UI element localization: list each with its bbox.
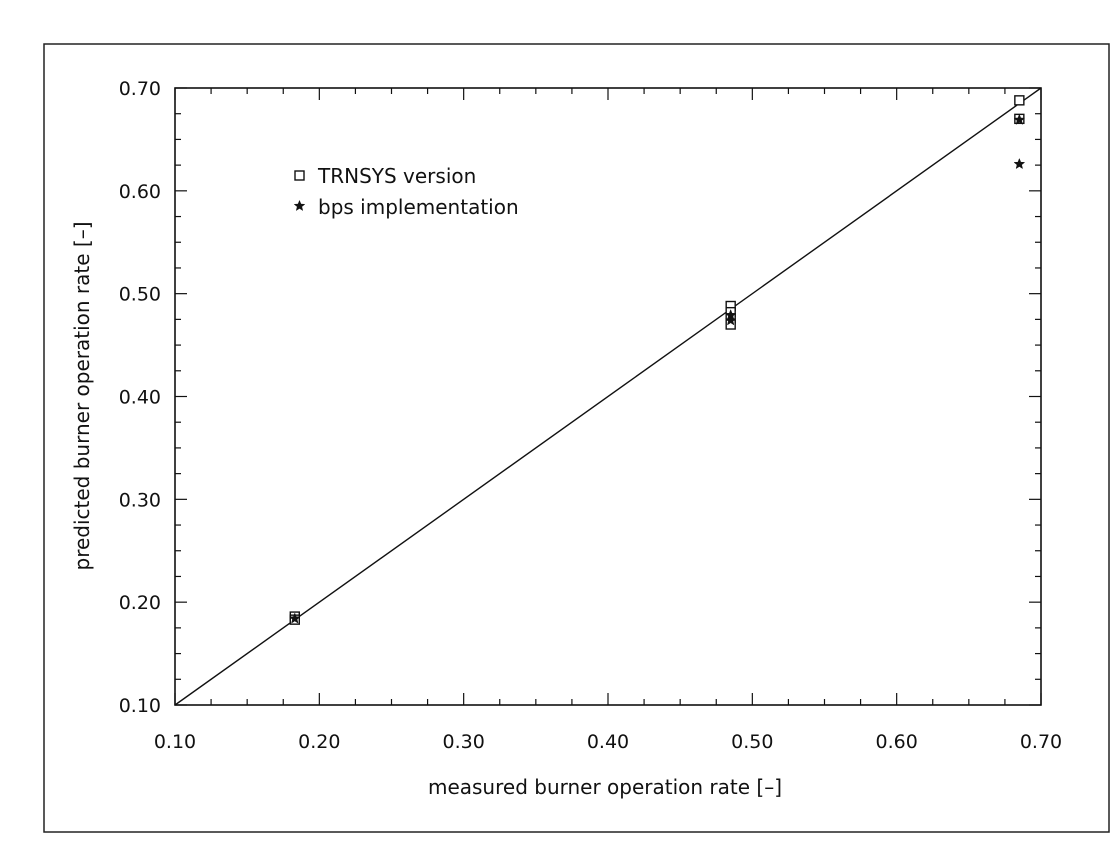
x-tick-label: 0.70 [1020,731,1062,753]
y-tick-label: 0.30 [119,489,161,511]
x-axis-label: measured burner operation rate [–] [428,775,782,799]
bps-point [1013,157,1026,170]
x-tick-label: 0.50 [731,731,773,753]
trnsys-point [1014,95,1025,106]
y-tick-label: 0.20 [119,592,161,614]
x-tick-label: 0.10 [154,731,196,753]
x-tick-label: 0.60 [876,731,918,753]
data-points [288,95,1026,625]
figure-frame [43,43,1110,833]
bps-point [724,314,737,326]
bps-point [288,612,301,624]
x-tick-label: 0.40 [587,731,629,753]
y-tick-label: 0.60 [119,181,161,203]
x-axis: 0.10 0.20 0.30 0.40 0.50 0.60 0.70 [154,88,1062,753]
y-tick-label: 0.40 [119,387,161,409]
y-axis-label: predicted burner operation rate [–] [70,221,94,570]
y-tick-label: 0.50 [119,284,161,306]
legend-square-marker [294,170,305,181]
legend-label-trnsys: TRNSYS version [317,164,476,188]
y-tick-label: 0.10 [119,695,161,717]
legend-label-bps: bps implementation [318,195,519,219]
identity-line [174,87,1042,706]
y-tick-label: 0.70 [119,78,161,100]
x-tick-label: 0.20 [298,731,340,753]
y-axis: 0.10 0.20 0.30 0.40 0.50 0.60 0.70 [119,78,1041,717]
x-tick-label: 0.30 [443,731,485,753]
bps-point [1013,113,1026,125]
legend-star-marker [293,199,306,211]
legend: TRNSYS version bps implementation [293,164,519,219]
